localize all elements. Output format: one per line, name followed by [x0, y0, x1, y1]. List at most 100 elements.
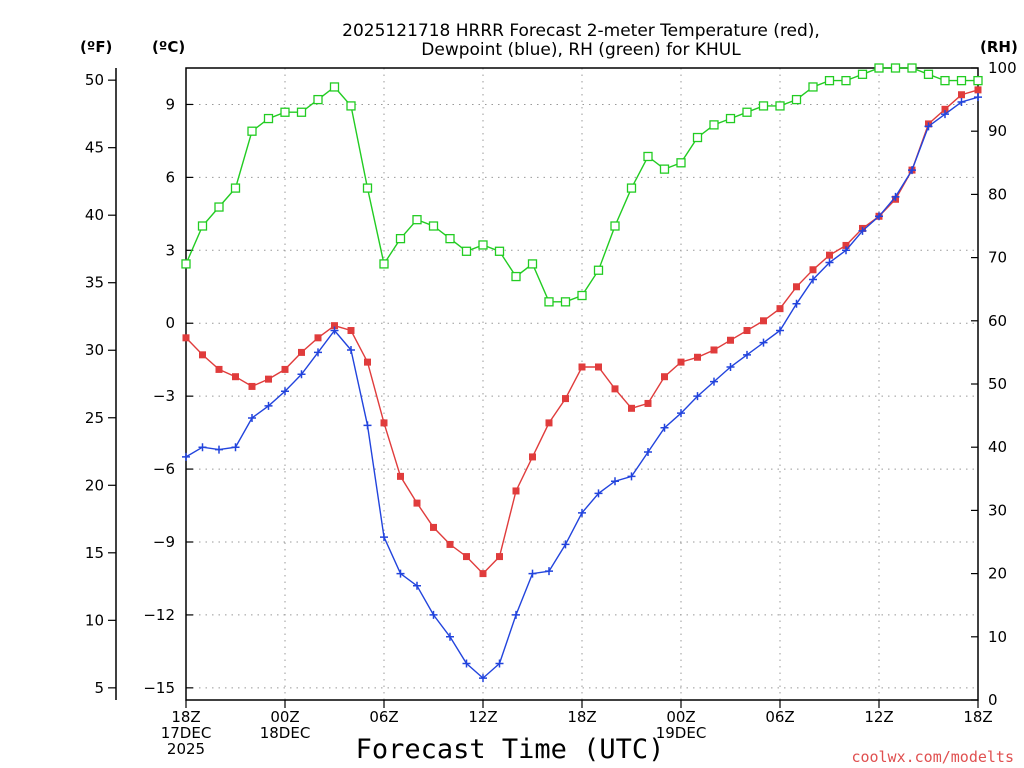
temperature-point — [199, 351, 206, 359]
dewpoint-point — [924, 122, 933, 131]
fahrenheit-tick-label: 40 — [85, 206, 104, 224]
dewpoint-point — [380, 533, 388, 542]
rh-point — [280, 107, 290, 117]
rh-point — [791, 94, 802, 105]
rh-point — [428, 221, 439, 231]
x-tick-label: 17DEC — [161, 724, 212, 742]
rh-point — [742, 107, 752, 117]
dewpoint-point — [297, 370, 306, 379]
celsius-unit-label: (ºC) — [152, 38, 185, 56]
fahrenheit-tick-label: 25 — [85, 409, 104, 427]
rh-point — [478, 240, 488, 250]
fahrenheit-tick-label: 15 — [85, 544, 104, 562]
temperature-point — [347, 327, 355, 335]
fahrenheit-tick-label: 30 — [85, 341, 104, 359]
rh-point — [197, 221, 208, 231]
data-series — [181, 63, 983, 683]
temperature-point — [331, 322, 338, 330]
x-tick-label: 18Z — [963, 708, 992, 726]
temperature-point — [628, 404, 635, 412]
dewpoint-point — [446, 632, 454, 641]
celsius-tick-label: 6 — [165, 168, 175, 186]
rh-point — [758, 101, 769, 111]
rh-point — [923, 69, 934, 79]
rh-tick-label: 100 — [988, 59, 1017, 77]
temperature-point — [727, 336, 734, 344]
celsius-tick-label: −12 — [143, 606, 175, 624]
rh-tick-label: 0 — [988, 691, 998, 709]
rh-tick-label: 10 — [988, 628, 1007, 646]
dewpoint-point — [215, 445, 223, 454]
temperature-point — [430, 523, 437, 531]
rh-point — [610, 221, 620, 231]
dewpoint-point — [908, 166, 916, 175]
dewpoint-point — [792, 299, 801, 308]
dewpoint-point — [891, 192, 900, 201]
dewpoint-point — [561, 540, 570, 549]
rh-point — [824, 75, 835, 86]
temperature-point — [380, 419, 388, 427]
rh-point — [890, 63, 901, 73]
rh-point — [461, 246, 472, 256]
dewpoint-point — [611, 477, 619, 486]
rh-point — [412, 215, 422, 225]
dewpoint-point — [429, 610, 438, 619]
rh-tick-label: 30 — [988, 501, 1007, 519]
rh-tick-label: 80 — [988, 185, 1007, 203]
rh-point — [329, 82, 340, 92]
rh-point — [247, 126, 257, 136]
rh-point — [313, 94, 323, 105]
rh-point — [725, 113, 736, 124]
fahrenheit-tick-label: 50 — [85, 71, 104, 89]
temperature-line — [185, 89, 979, 575]
chart-title-line-1: 2025121718 HRRR Forecast 2-meter Tempera… — [342, 21, 820, 41]
dewpoint-point — [495, 659, 504, 668]
temperature-point — [743, 327, 751, 335]
dewpoint-point — [776, 326, 784, 335]
rh-tick-label: 70 — [988, 249, 1007, 267]
x-tick-label: 18DEC — [260, 724, 311, 742]
rh-point — [230, 183, 241, 193]
chart-title-line-2: Dewpoint (blue), RH (green) for KHUL — [421, 40, 741, 60]
temperature-point — [281, 365, 289, 373]
rh-point — [874, 63, 884, 73]
dewpoint-point — [363, 421, 372, 430]
dewpoint-point — [974, 93, 982, 102]
dewpoint-point — [347, 345, 355, 354]
dewpoint-point — [627, 472, 636, 481]
axis-ticks: 5101520253035404550−15−12−9−6−3036901020… — [85, 59, 1017, 758]
rh-point — [626, 183, 637, 193]
fahrenheit-tick-label: 45 — [85, 139, 104, 157]
rh-tick-label: 90 — [988, 122, 1007, 140]
celsius-tick-label: −6 — [153, 460, 175, 478]
temperature-point — [677, 358, 685, 366]
dewpoint-point — [396, 569, 405, 578]
celsius-tick-label: −15 — [143, 679, 175, 697]
celsius-tick-label: 9 — [165, 95, 175, 113]
fahrenheit-unit-label: (ºF) — [80, 38, 112, 56]
temperature-point — [694, 353, 701, 361]
dewpoint-point — [957, 98, 966, 107]
dewpoint-point — [512, 610, 520, 619]
temperature-point — [760, 317, 767, 325]
temperature-point — [182, 334, 190, 342]
dewpoint-point — [941, 110, 949, 119]
dewpoint-point — [413, 581, 421, 590]
x-tick-label: 06Z — [369, 708, 398, 726]
dewpoint-point — [594, 489, 603, 498]
rh-unit-label: (RH) — [980, 38, 1018, 56]
rh-tick-label: 20 — [988, 565, 1007, 583]
rh-point — [560, 297, 571, 307]
rh-point — [181, 259, 191, 269]
dewpoint-point — [330, 326, 339, 335]
rh-point — [214, 202, 224, 212]
dewpoint-point — [182, 452, 190, 461]
temperature-point — [842, 241, 850, 249]
dewpoint-point — [693, 392, 702, 401]
rh-point — [346, 101, 356, 111]
dewpoint-point — [825, 258, 834, 267]
rh-point — [808, 82, 818, 92]
dewpoint-point — [578, 508, 586, 517]
rh-point — [907, 63, 917, 73]
x-tick-label: 12Z — [864, 708, 893, 726]
